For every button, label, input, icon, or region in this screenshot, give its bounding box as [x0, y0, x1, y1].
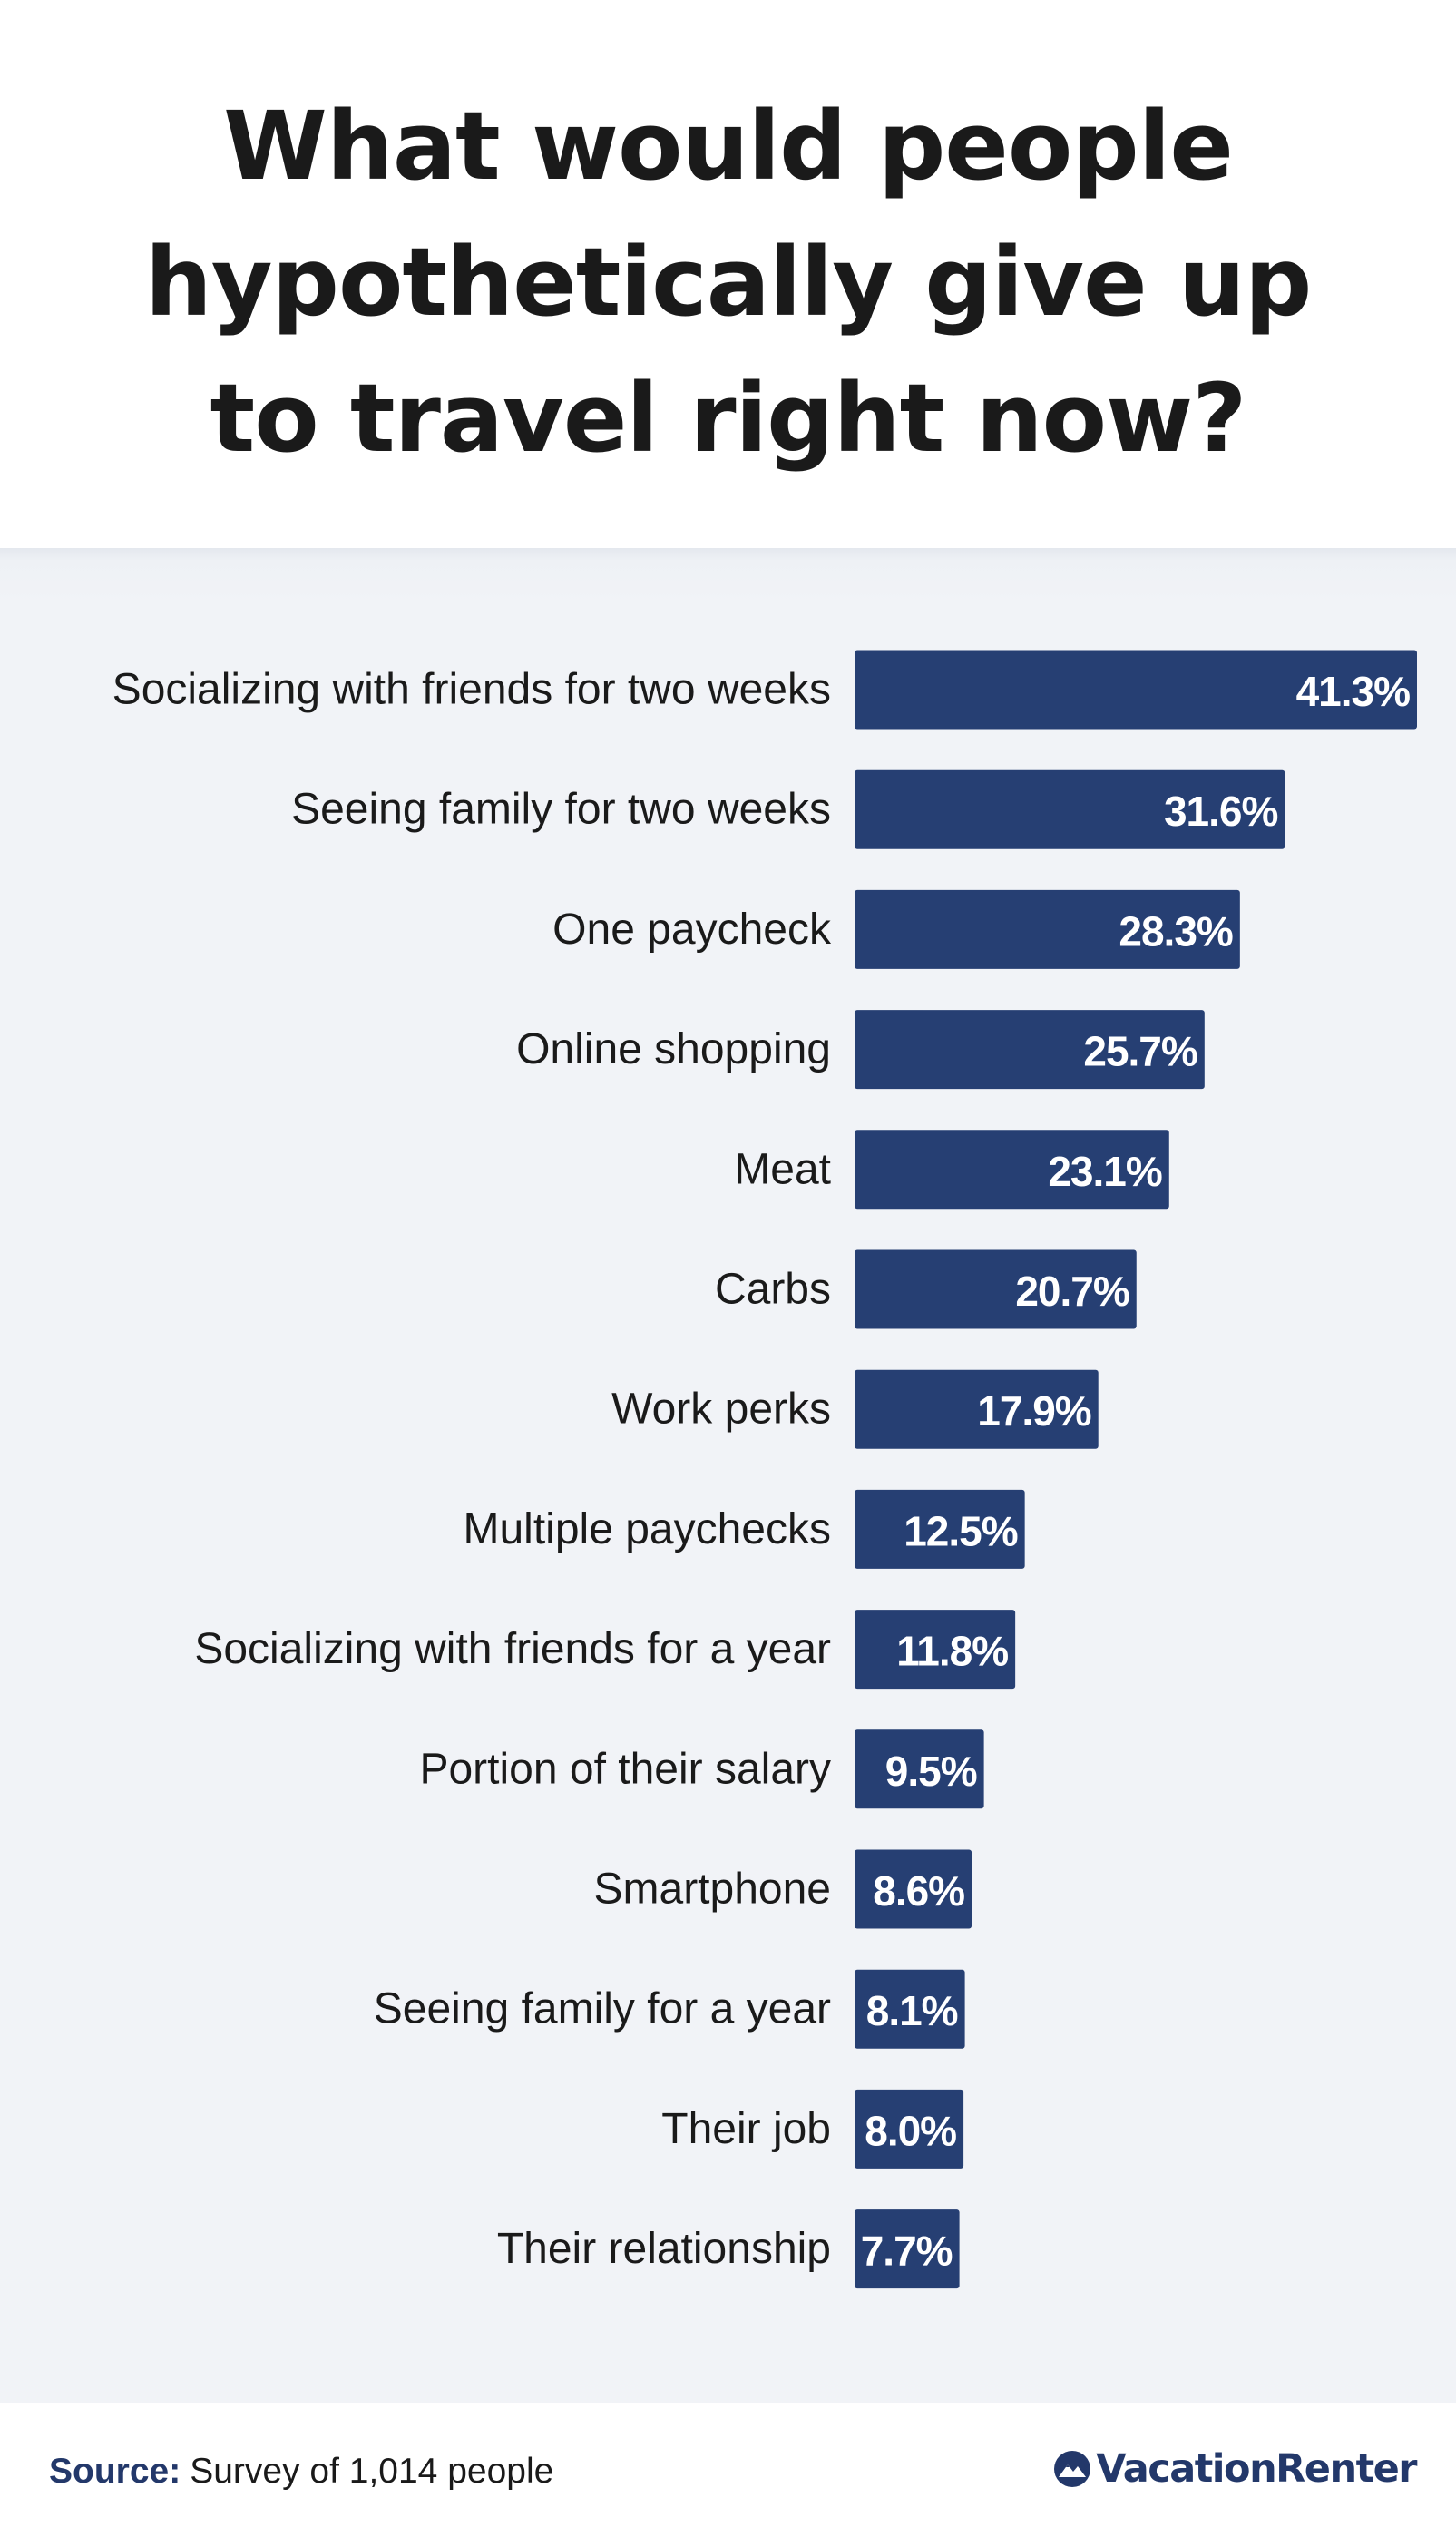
category-label: Smartphone	[594, 1866, 832, 1914]
bar-row: Online shopping 25.7%	[516, 1010, 1205, 1090]
chart-title-line-2: hypothetically give up	[144, 227, 1313, 338]
value-label: 25.7%	[1083, 1028, 1197, 1075]
title-section: What would people hypothetically give up…	[0, 0, 1456, 548]
source-note: Source: Survey of 1,014 people	[49, 2452, 553, 2492]
bar	[855, 1010, 1205, 1090]
bar	[855, 889, 1240, 969]
bar	[855, 2209, 960, 2289]
bar	[855, 650, 1417, 730]
category-label: Socializing with friends for a year	[194, 1625, 831, 1673]
bar	[855, 769, 1285, 849]
value-label: 17.9%	[977, 1387, 1091, 1435]
value-label: 20.7%	[1015, 1268, 1129, 1315]
bar-row: Their relationship 7.7%	[497, 2209, 960, 2289]
category-label: Seeing family for a year	[374, 1985, 831, 2033]
category-label: Their job	[661, 2105, 831, 2153]
bar	[855, 1130, 1169, 1210]
bar-row: Work perks 17.9%	[611, 1369, 1099, 1449]
chart-title-line-3: to travel right now?	[210, 363, 1247, 474]
brand-name: VacationRenter	[1096, 2446, 1417, 2492]
bar	[855, 1729, 984, 1809]
bar-chart: Socializing with friends for two weeks 41…	[112, 650, 1417, 2289]
value-label: 11.8%	[896, 1628, 1008, 1675]
bar-row: Seeing family for a year 8.1%	[374, 1969, 965, 2049]
category-label: Socializing with friends for two weeks	[112, 666, 831, 714]
bar-row: Meat 23.1%	[734, 1130, 1169, 1210]
value-label: 8.1%	[866, 1987, 958, 2034]
bar	[855, 1369, 1099, 1449]
bar-row: Socializing with friends for two weeks 41…	[112, 650, 1417, 730]
category-label: Meat	[734, 1145, 831, 1193]
value-label: 23.1%	[1048, 1148, 1162, 1195]
bar-row: Carbs 20.7%	[715, 1249, 1137, 1329]
source-text: Survey of 1,014 people	[190, 2452, 554, 2491]
value-label: 12.5%	[904, 1507, 1018, 1554]
bar-row: Portion of their salary 9.5%	[419, 1729, 984, 1809]
bar-row: Their job 8.0%	[661, 2089, 964, 2169]
source-label: Source:	[49, 2452, 181, 2491]
category-label: Seeing family for two weeks	[291, 786, 831, 834]
category-label: Carbs	[715, 1266, 831, 1314]
bar	[855, 1489, 1025, 1569]
bar-row: Multiple paychecks 12.5%	[463, 1489, 1025, 1569]
value-label: 8.6%	[873, 1867, 964, 1915]
category-label: Work perks	[611, 1386, 831, 1434]
category-label: Portion of their salary	[419, 1745, 831, 1793]
chart-title: What would people hypothetically give up…	[0, 78, 1456, 486]
bar	[855, 1610, 1016, 1690]
bar	[855, 1969, 965, 2049]
value-label: 41.3%	[1296, 668, 1411, 715]
chart-title-line-1: What would people	[223, 91, 1234, 201]
category-label: One paycheck	[552, 906, 832, 954]
bar-row: Seeing family for two weeks 31.6%	[291, 769, 1285, 849]
bar	[855, 2089, 964, 2169]
chart-panel: Socializing with friends for two weeks 41…	[0, 548, 1456, 2403]
bar-row: Smartphone 8.6%	[594, 1849, 972, 1929]
bar-row: Socializing with friends for a year 11.8%	[194, 1610, 1016, 1690]
mountain-logo-icon	[1054, 2451, 1091, 2487]
category-label: Online shopping	[516, 1025, 831, 1073]
value-label: 28.3%	[1119, 907, 1233, 955]
value-label: 31.6%	[1164, 788, 1278, 835]
bar-row: One paycheck 28.3%	[552, 889, 1240, 969]
value-label: 9.5%	[885, 1748, 977, 1795]
category-label: Their relationship	[497, 2225, 831, 2273]
value-label: 8.0%	[865, 2107, 956, 2154]
category-label: Multiple paychecks	[463, 1505, 831, 1553]
bar	[855, 1849, 972, 1929]
bar	[855, 1249, 1137, 1329]
value-label: 7.7%	[861, 2228, 953, 2275]
footer: Source: Survey of 1,014 people VacationRe…	[0, 2403, 1456, 2537]
brand-logo: VacationRenter	[1052, 2446, 1417, 2492]
